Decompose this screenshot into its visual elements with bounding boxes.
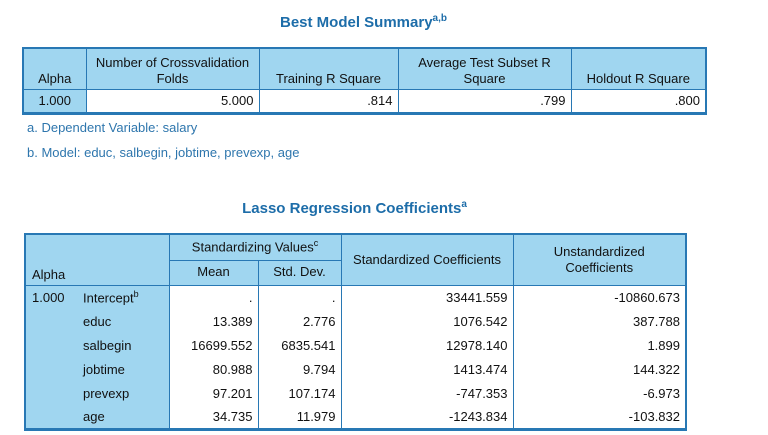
table2-row-prevexp: prevexp 97.201 107.174 -747.353 -6.973 [24,381,687,405]
cell-standardized: 1076.542 [340,309,514,333]
table2-row-age: age 34.735 11.979 -1243.834 -103.832 [24,405,687,429]
cell-variable-name: prevexp [81,381,170,405]
cell-standardized: -1243.834 [340,405,514,429]
cell-mean: . [168,285,259,309]
best-model-summary-table: Alpha Number of Crossvalidation Folds Tr… [22,47,707,115]
cell-unstandardized: -10860.673 [512,285,687,309]
table1-cell-training: .814 [258,88,399,114]
table2-header-standardizing-values: Standardizing Valuesc [168,233,342,261]
table2-header-std-dev: Std. Dev. [257,259,342,286]
cell-variable-name: jobtime [81,357,170,381]
table1-header-folds: Number of Crossvalidation Folds [85,47,260,90]
table2-row-intercept: 1.000 Interceptb . . 33441.559 -10860.67… [24,285,687,309]
table1-header-row: Alpha Number of Crossvalidation Folds Tr… [22,47,707,90]
cell-mean: 16699.552 [168,333,259,357]
cell-mean: 97.201 [168,381,259,405]
cell-std-dev: 11.979 [257,405,342,429]
footnote-a: a. Dependent Variable: salary [27,120,198,135]
table1-cell-holdout: .800 [570,88,707,114]
table1-cell-avg-test: .799 [397,88,572,114]
cell-unstandardized: 387.788 [512,309,687,333]
cell-unstandardized: -6.973 [512,381,687,405]
table1-header-training: Training R Square [258,47,399,90]
table2-row-jobtime: jobtime 80.988 9.794 1413.474 144.322 [24,357,687,381]
cell-std-dev: 107.174 [257,381,342,405]
footnote-b: b. Model: educ, salbegin, jobtime, preve… [27,145,300,160]
table2-row-educ: educ 13.389 2.776 1076.542 387.788 [24,309,687,333]
table2-header-mean: Mean [168,259,259,286]
table2-row-salbegin: salbegin 16699.552 6835.541 12978.140 1.… [24,333,687,357]
cell-alpha-value [24,333,81,357]
cell-standardized: 1413.474 [340,357,514,381]
cell-standardized: -747.353 [340,381,514,405]
table2-header-row-1: Alpha Standardizing Valuesc Standardized… [24,233,687,286]
cell-alpha-value [24,309,81,333]
lasso-coefficients-table: Alpha Standardizing Valuesc Standardized… [24,233,687,431]
table2-header-unstandardized: Unstandardized Coefficients [512,233,687,286]
cell-unstandardized: 144.322 [512,357,687,381]
table1-header-avg-test: Average Test Subset R Square [397,47,572,90]
cell-variable-name: age [81,405,170,429]
table2-header-alpha: Alpha [24,233,170,286]
table1-cell-folds: 5.000 [85,88,260,114]
cell-variable-name: educ [81,309,170,333]
cell-mean: 80.988 [168,357,259,381]
cell-mean: 34.735 [168,405,259,429]
cell-std-dev: 6835.541 [257,333,342,357]
cell-std-dev: 2.776 [257,309,342,333]
cell-mean: 13.389 [168,309,259,333]
cell-variable-name: Interceptb [81,285,170,309]
cell-alpha-value: 1.000 [24,285,81,309]
variable-label: Intercept [83,290,134,306]
cell-std-dev: . [257,285,342,309]
title2-superscript: a [461,199,467,210]
table1-data-row: 1.000 5.000 .814 .799 .800 [22,88,707,114]
cell-standardized: 12978.140 [340,333,514,357]
cell-alpha-value [24,405,81,429]
cell-unstandardized: -103.832 [512,405,687,429]
table2-header-standardized: Standardized Coefficients [340,233,514,286]
table1-header-alpha: Alpha [22,47,87,90]
intercept-superscript: b [133,289,139,300]
cell-alpha-value [24,357,81,381]
lasso-coefficients-title-text: Lasso Regression Coefficients [242,200,462,217]
standardizing-values-label: Standardizing Values [191,239,314,255]
standardizing-values-superscript: c [313,238,319,249]
best-model-summary-title-text: Best Model Summary [280,14,433,31]
best-model-summary-title: Best Model Summarya,b [22,13,705,31]
cell-standardized: 33441.559 [340,285,514,309]
cell-std-dev: 9.794 [257,357,342,381]
cell-alpha-value [24,381,81,405]
cell-variable-name: salbegin [81,333,170,357]
table2-header-row-2: Mean Std. Dev. [25,259,686,286]
cell-unstandardized: 1.899 [512,333,687,357]
title1-superscript: a,b [432,13,447,24]
table1-header-holdout: Holdout R Square [570,47,707,90]
lasso-coefficients-title: Lasso Regression Coefficientsa [24,199,685,217]
table1-cell-alpha: 1.000 [22,88,87,114]
